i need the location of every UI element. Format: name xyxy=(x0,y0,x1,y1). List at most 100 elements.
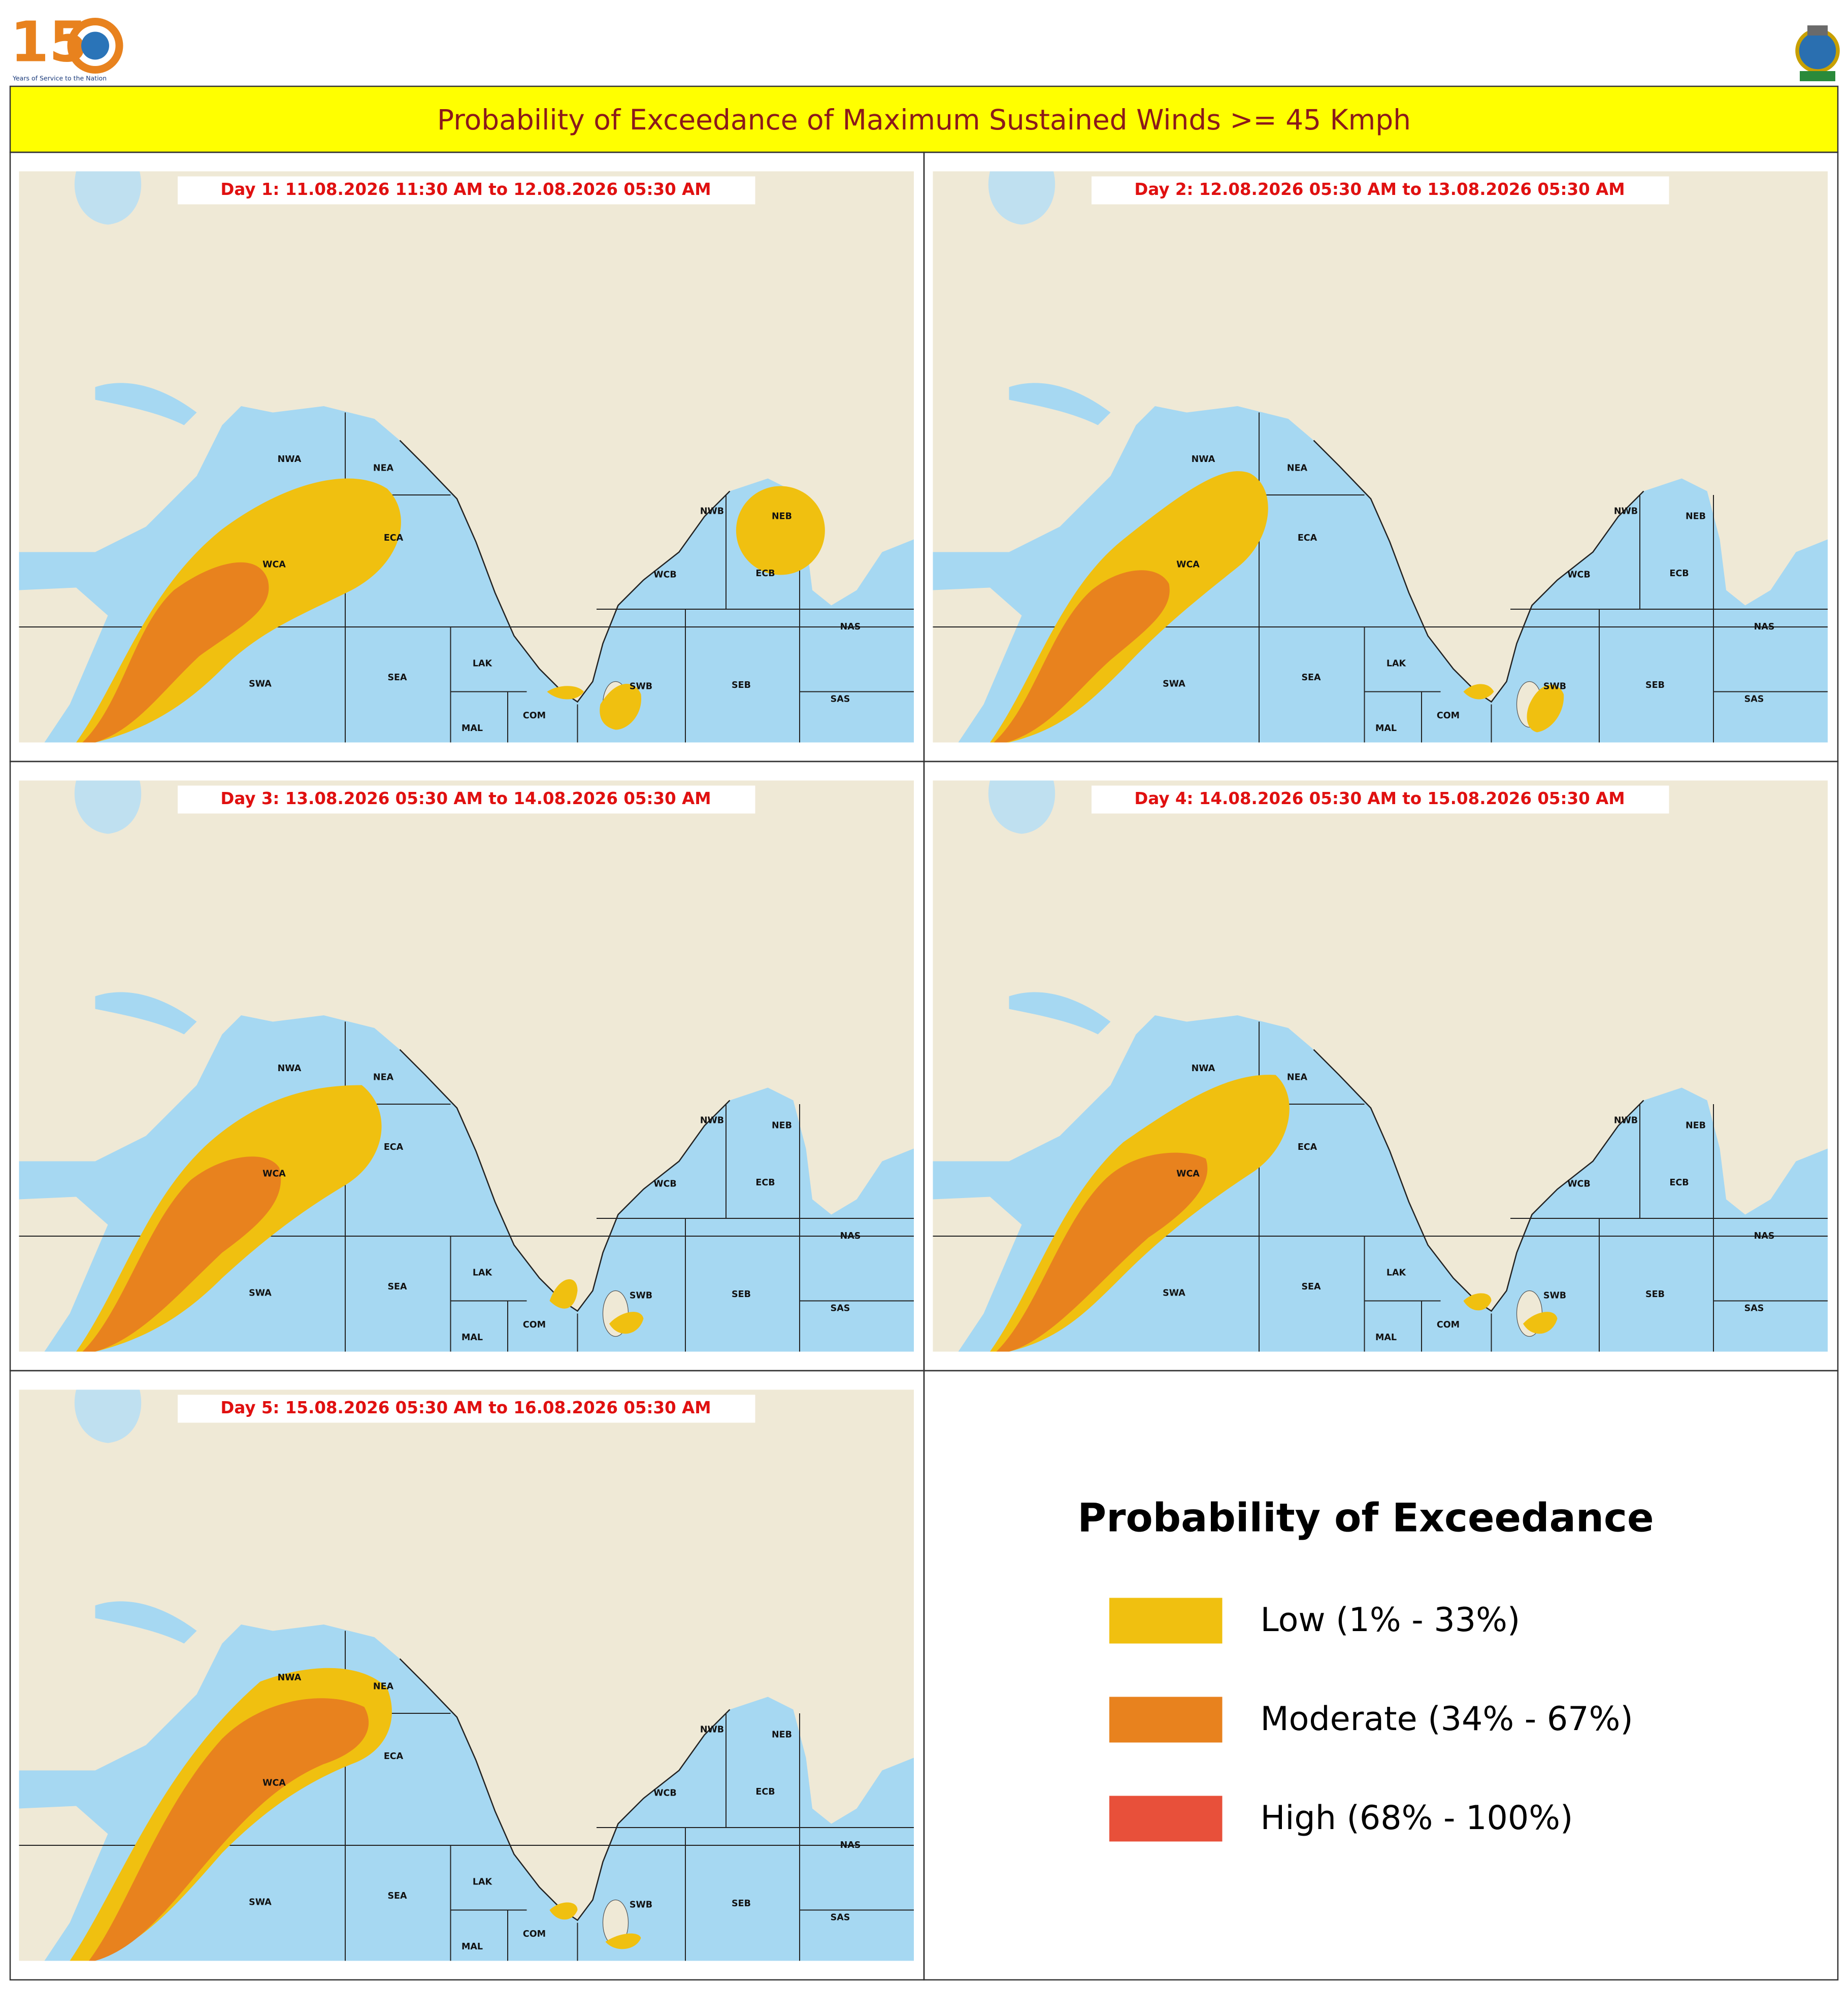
probability-area xyxy=(547,686,584,700)
region-label: NEB xyxy=(772,512,792,522)
probability-area xyxy=(1527,684,1564,733)
africa xyxy=(933,1197,1022,1352)
region-label: SEB xyxy=(1645,680,1665,690)
day-title-bg xyxy=(178,785,755,814)
probability-area xyxy=(89,1698,369,1961)
caspian xyxy=(74,780,142,834)
region-label: ECB xyxy=(755,569,775,579)
region-label: NEA xyxy=(1287,1073,1308,1083)
probability-area xyxy=(736,486,825,575)
region-label: NEB xyxy=(772,1730,792,1740)
region-label: COM xyxy=(523,1320,546,1330)
region-label: COM xyxy=(1437,711,1460,721)
logo-ring xyxy=(67,18,123,74)
region-label: NWA xyxy=(278,1064,302,1074)
sea xyxy=(19,406,914,743)
region-label: MAL xyxy=(1375,1333,1397,1343)
panel-grid: NWA NEA ECA WCA SWA SEA LAK MAL COM NWB NEB WCB ECB N… xyxy=(9,151,1839,1981)
legend-swatch xyxy=(1109,1697,1223,1743)
region-label: SWB xyxy=(1543,682,1566,692)
region-label: SAS xyxy=(1744,1304,1764,1314)
region-label: MAL xyxy=(461,723,483,734)
region-label: LAK xyxy=(473,1268,493,1278)
gulf xyxy=(95,992,197,1035)
region-label: SAS xyxy=(1744,694,1764,705)
day-title-bg xyxy=(1092,785,1669,814)
region-label: WCA xyxy=(262,560,286,570)
legend-label: High (68% - 100%) xyxy=(1261,1799,1573,1837)
sea xyxy=(933,406,1828,743)
map-panel: NWA NEA ECA WCA SWA SEA LAK MAL COM NWB NEB WCB ECB N… xyxy=(933,171,1828,743)
region-label: NAS xyxy=(1754,622,1775,632)
probability-area xyxy=(609,1312,644,1334)
region-label: WCB xyxy=(653,1179,677,1189)
region-label: WCB xyxy=(653,570,677,580)
region-label: ECA xyxy=(384,533,404,543)
region-label: NEA xyxy=(373,463,394,474)
region-label: LAK xyxy=(473,1877,493,1887)
day-title: Day 3: 13.08.2026 05:30 AM to 14.08.2026… xyxy=(220,789,711,808)
region-label: SEA xyxy=(1301,673,1321,683)
region-label: WCA xyxy=(262,1778,286,1788)
map-panel: NWA NEA ECA WCA SWA SEA LAK MAL COM NWB NEB WCB ECB N… xyxy=(19,780,914,1352)
region-label: NWA xyxy=(1192,1064,1215,1074)
region-label: ECB xyxy=(755,1178,775,1188)
region-label: SEB xyxy=(732,1289,751,1300)
region-label: WCA xyxy=(1176,1169,1200,1179)
region-label: ECA xyxy=(1298,1142,1317,1152)
region-label: SWB xyxy=(1543,1291,1566,1301)
region-label: SAS xyxy=(831,1304,850,1314)
region-label: NWB xyxy=(700,1725,724,1735)
legend-title: Probability of Exceedance xyxy=(1077,1495,1654,1541)
day-title: Day 1: 11.08.2026 11:30 AM to 12.08.2026… xyxy=(220,180,711,199)
emblem xyxy=(1795,25,1840,81)
africa xyxy=(19,1197,108,1352)
region-label: NWB xyxy=(700,507,724,517)
title-bar xyxy=(9,85,1839,153)
region-label: NWB xyxy=(1614,1116,1638,1126)
region-label: SWB xyxy=(630,682,652,692)
day-title-bg xyxy=(178,176,755,205)
panel-frame xyxy=(923,1370,1839,1981)
main-title: Probability of Exceedance of Maximum Sus… xyxy=(437,104,1411,136)
region-label: ECB xyxy=(755,1787,775,1797)
region-label: WCA xyxy=(1176,560,1200,570)
region-label: SWA xyxy=(1163,679,1185,689)
region-label: SWB xyxy=(630,1900,652,1910)
logo-text: Years of Service to the Nation xyxy=(12,75,107,82)
africa xyxy=(19,587,108,743)
region-label: SAS xyxy=(831,694,850,705)
region-label: NAS xyxy=(840,1231,861,1241)
region-label: ECA xyxy=(384,1142,404,1152)
day-title: Day 2: 12.08.2026 05:30 AM to 13.08.2026… xyxy=(1134,180,1625,199)
legend-swatch xyxy=(1109,1598,1223,1644)
region-label: COM xyxy=(523,1929,546,1939)
caspian xyxy=(988,171,1055,225)
region-label: NAS xyxy=(840,1840,861,1850)
region-label: MAL xyxy=(461,1333,483,1343)
probability-area xyxy=(600,684,642,730)
region-label: SEB xyxy=(1645,1289,1665,1300)
sea xyxy=(933,1015,1828,1352)
gulf xyxy=(1009,992,1111,1035)
region-label: MAL xyxy=(1375,723,1397,734)
caspian xyxy=(74,1389,142,1443)
region-label: SWA xyxy=(1163,1288,1185,1299)
probability-area xyxy=(605,1933,641,1949)
region-label: LAK xyxy=(473,659,493,669)
legend-swatch xyxy=(1109,1796,1223,1842)
day-title: Day 5: 15.08.2026 05:30 AM to 16.08.2026… xyxy=(220,1398,711,1417)
region-label: NEB xyxy=(772,1121,792,1131)
region-label: LAK xyxy=(1387,659,1407,669)
caspian xyxy=(74,171,142,225)
region-label: ECA xyxy=(1298,533,1317,543)
africa xyxy=(19,1806,108,1961)
region-label: ECA xyxy=(384,1751,404,1762)
region-label: NWA xyxy=(278,1673,302,1683)
probability-area xyxy=(1523,1312,1558,1334)
region-label: NWA xyxy=(1192,454,1215,465)
region-label: NEA xyxy=(373,1682,394,1692)
region-label: SEB xyxy=(732,1899,751,1909)
region-label: SWA xyxy=(249,679,272,689)
